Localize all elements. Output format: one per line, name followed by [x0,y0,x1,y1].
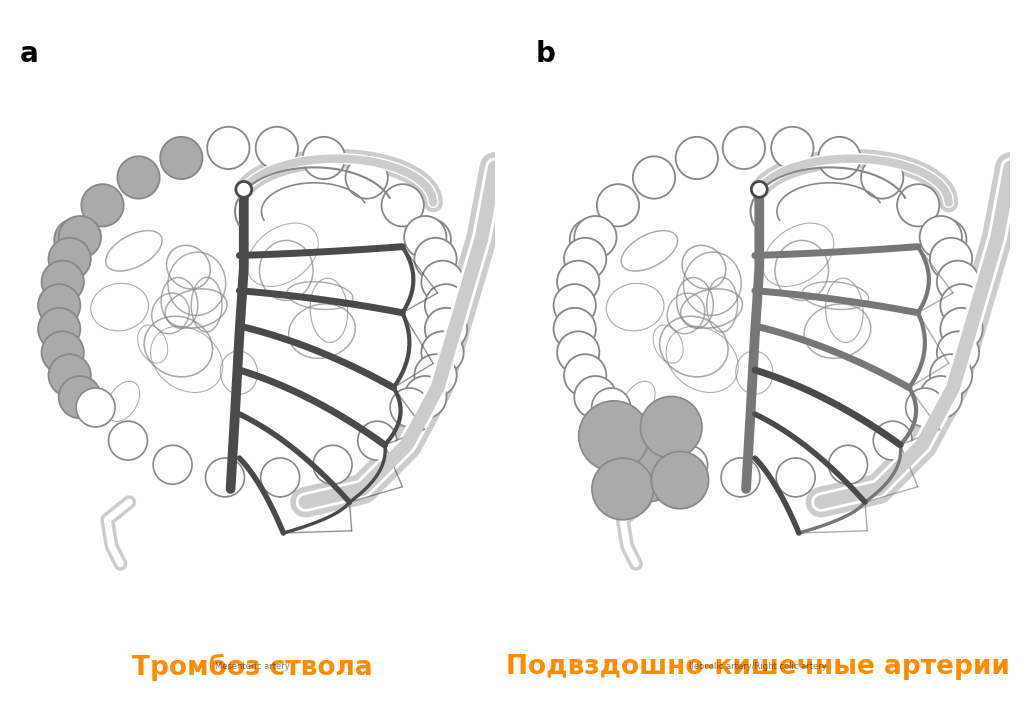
Circle shape [81,184,124,227]
Circle shape [236,181,252,197]
Circle shape [930,238,972,280]
Circle shape [940,308,983,350]
Circle shape [873,421,912,460]
Circle shape [554,308,596,350]
Circle shape [570,218,612,261]
Circle shape [669,445,707,484]
Circle shape [940,284,983,326]
Circle shape [38,284,80,326]
Circle shape [425,284,467,326]
Circle shape [38,308,80,350]
Circle shape [261,458,300,497]
Circle shape [752,181,767,197]
Circle shape [554,284,596,326]
Circle shape [207,127,250,169]
Circle shape [829,445,867,484]
Circle shape [41,260,84,303]
Circle shape [652,451,708,509]
Circle shape [59,376,101,418]
Circle shape [592,458,654,519]
Circle shape [48,238,91,280]
Circle shape [564,238,606,280]
Circle shape [205,458,244,497]
Circle shape [574,216,617,258]
Circle shape [55,218,97,261]
Circle shape [721,458,760,497]
Circle shape [924,218,966,261]
Text: Подвздошно-кишечные артерии: Подвздошно-кишечные артерии [506,654,1009,680]
Circle shape [930,355,972,397]
Circle shape [381,184,424,227]
Circle shape [597,184,639,227]
Circle shape [345,157,388,199]
Circle shape [154,445,192,484]
Circle shape [920,216,962,258]
Circle shape [313,445,352,484]
Text: a: a [20,39,39,67]
Circle shape [414,355,457,397]
Circle shape [675,137,718,179]
Circle shape [358,421,397,460]
Circle shape [574,376,617,418]
Circle shape [414,238,457,280]
Circle shape [48,355,91,397]
Text: Ileocolic artery/Right colic artery: Ileocolic artery/Right colic artery [689,663,827,671]
Circle shape [425,308,467,350]
Circle shape [390,388,429,427]
Circle shape [819,137,861,179]
Circle shape [41,331,84,373]
Circle shape [861,157,903,199]
Text: b: b [535,39,556,67]
Circle shape [723,127,765,169]
Circle shape [601,414,689,502]
Circle shape [408,218,451,261]
Circle shape [422,260,464,303]
Circle shape [937,331,979,373]
Text: Mesenteric artery: Mesenteric artery [215,663,290,671]
Text: Тромбоз ствола: Тромбоз ствола [132,654,373,680]
Circle shape [557,331,599,373]
Circle shape [76,388,115,427]
Circle shape [624,421,663,460]
Circle shape [905,388,944,427]
Circle shape [118,157,160,199]
Circle shape [633,157,675,199]
Circle shape [160,137,202,179]
Circle shape [404,216,446,258]
Circle shape [937,260,979,303]
Circle shape [771,127,813,169]
Circle shape [920,376,962,418]
Circle shape [640,397,702,458]
Circle shape [897,184,939,227]
Circle shape [578,401,650,471]
Circle shape [108,421,147,460]
Circle shape [776,458,816,497]
Circle shape [564,355,606,397]
Circle shape [256,127,298,169]
Circle shape [404,376,446,418]
Circle shape [59,216,101,258]
Circle shape [557,260,599,303]
Circle shape [422,331,464,373]
Circle shape [303,137,345,179]
Circle shape [592,388,631,427]
